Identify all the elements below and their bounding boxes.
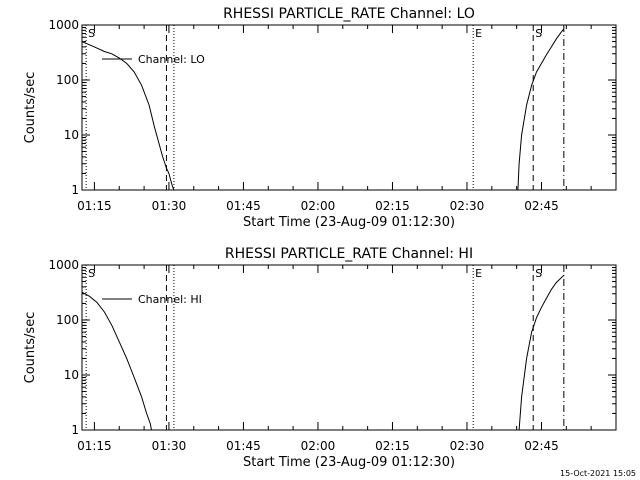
panel-lo: RHESSI PARTICLE_RATE Channel: LO 01:15 01:… [23,6,617,230]
legend-label: Channel: HI [138,293,202,306]
x-tick-label: 02:00 [301,199,336,213]
x-tick-label: 01:30 [152,439,187,453]
x-tick-label: 02:30 [450,439,485,453]
y-tick-label: 1 [71,183,79,197]
x-tick-label: 02:45 [524,199,559,213]
event-marker-label: E [475,267,482,280]
chart-title: RHESSI PARTICLE_RATE Channel: LO [223,6,475,22]
series-line [81,41,175,191]
x-axis-label: Start Time (23-Aug-09 01:12:30) [243,215,455,230]
y-axis-label: Counts/sec [23,72,38,144]
x-tick-label: 02:00 [301,439,336,453]
x-tick-label: 02:30 [450,199,485,213]
event-marker-label: E [475,27,482,40]
y-tick-label: 10 [64,368,79,382]
x-tick-label: 01:45 [226,439,261,453]
series-line [517,28,565,191]
y-tick-label: 100 [56,313,79,327]
event-marker-label: S [88,267,95,280]
event-marker-label: S [88,27,95,40]
y-tick-label: 1 [71,423,79,437]
y-tick-label: 100 [56,73,79,87]
x-tick-label: 02:45 [524,439,559,453]
y-axis-label: Counts/sec [23,312,38,384]
x-tick-label: 02:15 [375,439,410,453]
x-tick-label: 01:30 [152,199,187,213]
series-line [81,291,152,431]
plot-frame [81,264,617,431]
x-tick-label: 01:15 [77,199,112,213]
panel-hi: RHESSI PARTICLE_RATE Channel: HI 01:15 01:… [23,246,617,470]
y-tick-label: 10 [64,128,79,142]
chart-title: RHESSI PARTICLE_RATE Channel: HI [225,246,473,262]
y-tick-label: 1000 [48,18,79,32]
x-tick-label: 01:15 [77,439,112,453]
x-tick-label: 01:45 [226,199,261,213]
event-marker-label: S [535,27,542,40]
y-tick-label: 1000 [48,258,79,272]
x-tick-label: 02:15 [375,199,410,213]
x-axis-label: Start Time (23-Aug-09 01:12:30) [243,455,455,470]
event-marker-label: S [535,267,542,280]
legend-label: Channel: LO [138,53,205,66]
footer-timestamp: 15-Oct-2021 15:05 [560,469,636,478]
series-line [518,274,565,431]
plot-frame [81,24,617,191]
